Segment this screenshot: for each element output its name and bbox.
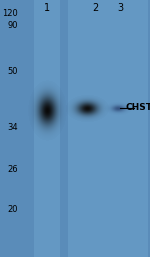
Text: 20: 20 [8,206,18,215]
Text: 120: 120 [2,10,18,19]
Text: 3: 3 [117,3,123,13]
Text: 1: 1 [44,3,50,13]
Text: 50: 50 [8,68,18,77]
Text: 90: 90 [8,22,18,31]
Text: 26: 26 [7,166,18,175]
Text: 34: 34 [7,124,18,133]
Text: CHST6: CHST6 [125,104,150,113]
Text: 2: 2 [92,3,98,13]
